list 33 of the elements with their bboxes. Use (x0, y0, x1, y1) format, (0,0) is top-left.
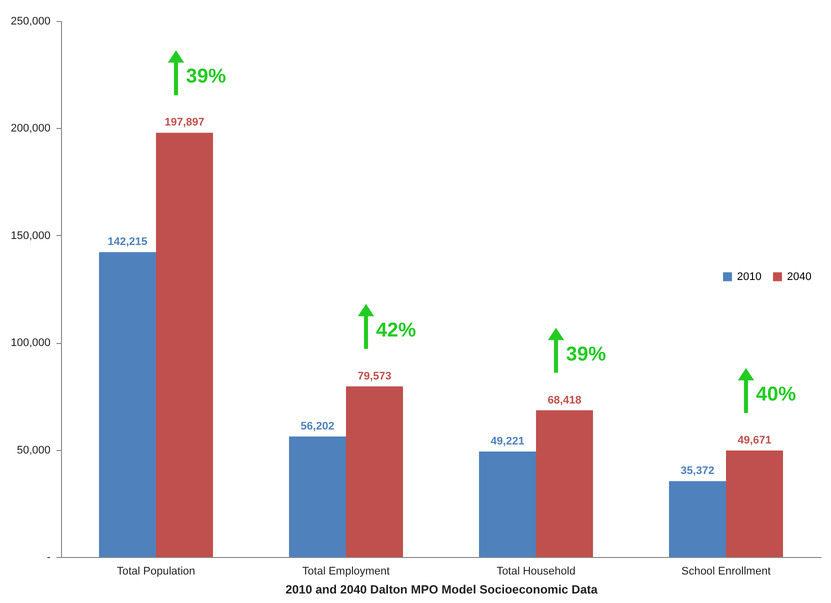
annotation: 42% (376, 319, 416, 342)
annotation: 39% (566, 343, 606, 366)
x-tick-label: Total Employment (302, 566, 390, 578)
y-tick-label: 200,000 (10, 122, 50, 135)
data-label: 49,671 (738, 434, 772, 447)
data-label: 56,202 (300, 420, 334, 433)
y-tick-label: - (46, 552, 51, 564)
y-tick-label: 100,000 (10, 337, 50, 350)
data-label: 35,372 (680, 465, 714, 478)
bar (726, 450, 783, 557)
bar (99, 252, 156, 557)
data-label: 197,897 (164, 116, 204, 129)
x-tick-label: Total Household (496, 566, 576, 578)
y-tick-label: 150,000 (10, 230, 50, 242)
x-axis-title: 2010 and 2040 Dalton MPO Model Socioeconomic Data (285, 582, 598, 596)
x-tick-label: Total Population (116, 566, 196, 578)
legend-label: 2040 (787, 270, 812, 283)
annotation: 40% (756, 384, 796, 406)
x-tick-label: School Enrollment (681, 566, 771, 578)
data-label: 142,215 (108, 236, 148, 248)
annotation: 39% (186, 66, 226, 88)
y-tick-label: 50,000 (16, 444, 50, 456)
bar (156, 132, 213, 557)
bar (346, 386, 403, 557)
bar (536, 410, 593, 557)
bar (479, 451, 536, 557)
y-tick-label: 250,000 (10, 16, 50, 28)
legend-label: 2010 (737, 270, 762, 283)
bar (669, 481, 726, 557)
data-label: 79,573 (358, 370, 392, 382)
data-label: 68,418 (548, 394, 582, 406)
data-label: 49,221 (490, 435, 524, 448)
bar (289, 436, 346, 557)
